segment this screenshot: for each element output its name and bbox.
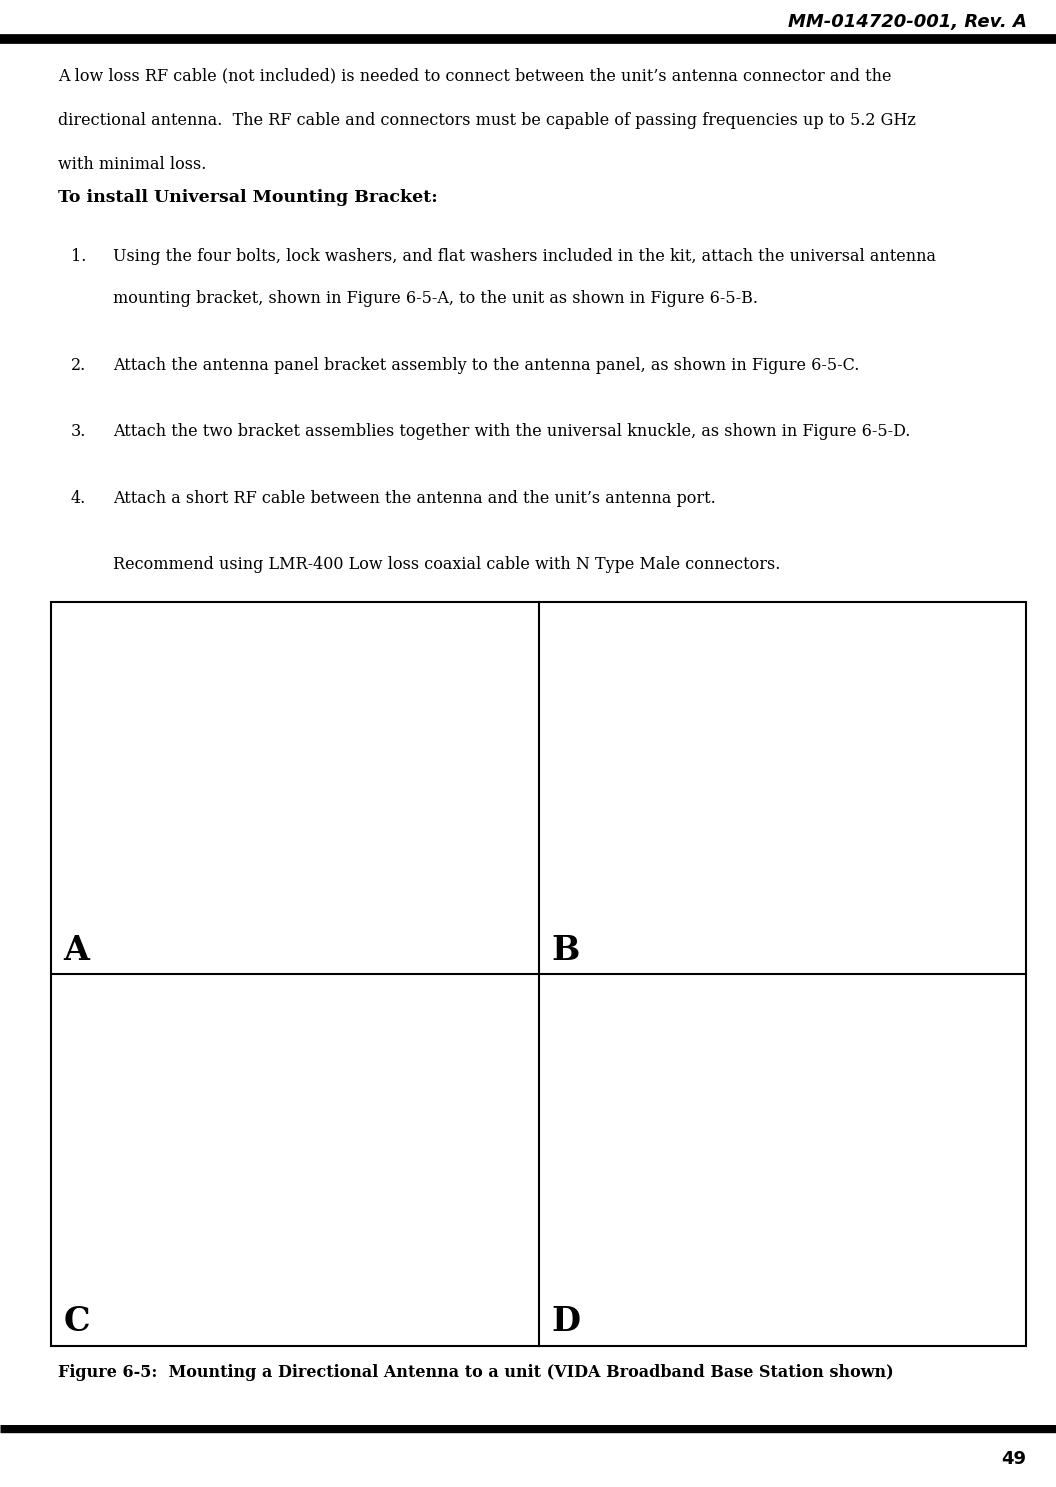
Text: A: A: [63, 934, 90, 967]
Bar: [51, 602, 1026, 1346]
Text: Figure 6-5:  Mounting a Directional Antenna to a unit (VIDA Broadband Base Stati: Figure 6-5: Mounting a Directional Anten…: [58, 1364, 893, 1380]
Text: A low loss RF cable (not included) is needed to connect between the unit’s anten: A low loss RF cable (not included) is ne…: [58, 67, 891, 83]
Text: 1.: 1.: [71, 248, 87, 265]
Text: Using the four bolts, lock washers, and flat washers included in the kit, attach: Using the four bolts, lock washers, and …: [113, 248, 936, 265]
Text: Attach the antenna panel bracket assembly to the antenna panel, as shown in Figu: Attach the antenna panel bracket assembl…: [113, 357, 860, 373]
Text: 2.: 2.: [71, 357, 86, 373]
Text: with minimal loss.: with minimal loss.: [58, 156, 207, 172]
Bar: [547, 614, 1018, 912]
Text: Attach a short RF cable between the antenna and the unit’s antenna port.: Attach a short RF cable between the ante…: [113, 489, 716, 507]
Bar: [59, 986, 530, 1283]
Bar: [547, 986, 1018, 1283]
Text: MM-014720-001, Rev. A: MM-014720-001, Rev. A: [788, 13, 1026, 31]
Text: D: D: [551, 1306, 580, 1338]
Text: 4.: 4.: [71, 489, 86, 507]
Text: B: B: [551, 934, 580, 967]
Text: 3.: 3.: [71, 424, 87, 440]
Text: Attach the two bracket assemblies together with the universal knuckle, as shown : Attach the two bracket assemblies togeth…: [113, 424, 910, 440]
Text: Recommend using LMR-400 Low loss coaxial cable with N Type Male connectors.: Recommend using LMR-400 Low loss coaxial…: [113, 556, 780, 574]
Text: To install Universal Mounting Bracket:: To install Universal Mounting Bracket:: [58, 189, 438, 205]
Bar: [59, 614, 530, 912]
Text: directional antenna.  The RF cable and connectors must be capable of passing fre: directional antenna. The RF cable and co…: [58, 112, 916, 128]
Text: 49: 49: [1001, 1450, 1026, 1468]
Text: mounting bracket, shown in Figure 6-5-A, to the unit as shown in Figure 6-5-B.: mounting bracket, shown in Figure 6-5-A,…: [113, 290, 758, 306]
Text: C: C: [63, 1306, 90, 1338]
